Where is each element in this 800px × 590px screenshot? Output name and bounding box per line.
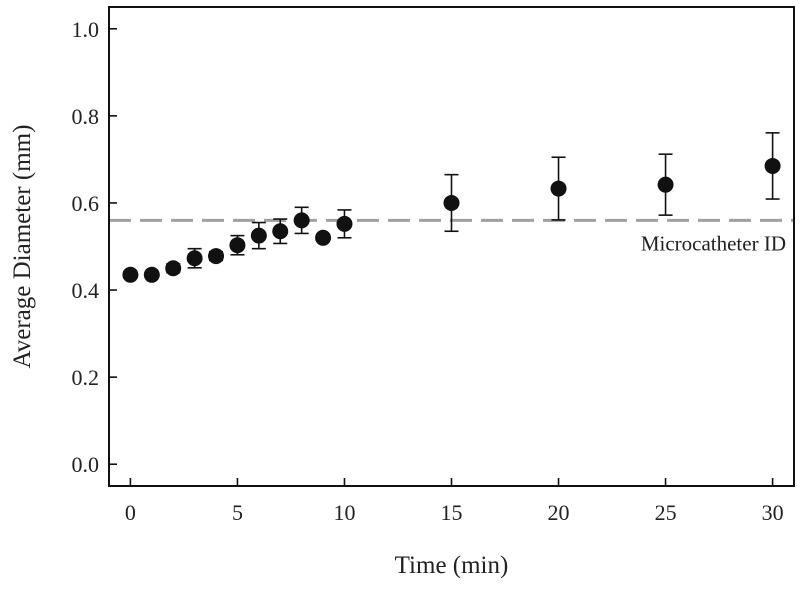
- x-tick-label: 30: [762, 500, 784, 525]
- x-tick-label: 10: [333, 500, 355, 525]
- x-tick-label: 0: [125, 500, 136, 525]
- y-tick-label: 0.8: [72, 104, 100, 129]
- data-point: [122, 266, 139, 283]
- reference-line-label: Microcatheter ID: [641, 231, 786, 255]
- x-axis-title: Time (min): [395, 552, 509, 579]
- y-tick-label: 0.6: [72, 191, 100, 216]
- x-tick-label: 15: [441, 500, 463, 525]
- data-point: [443, 194, 460, 211]
- data-point: [657, 176, 674, 193]
- y-axis-title: Average Diameter (mm): [9, 125, 36, 369]
- data-point: [165, 260, 182, 277]
- data-point: [336, 215, 353, 232]
- data-point: [293, 212, 310, 229]
- data-point: [315, 229, 332, 246]
- x-tick-label: 20: [548, 500, 570, 525]
- data-point: [186, 250, 203, 267]
- data-point: [550, 180, 567, 197]
- y-tick-label: 0.0: [72, 452, 100, 477]
- data-marks-layer: [122, 132, 781, 283]
- x-tick-label: 25: [655, 500, 677, 525]
- data-point: [764, 157, 781, 174]
- y-tick-label: 1.0: [72, 17, 100, 42]
- data-point: [229, 237, 246, 254]
- data-point: [143, 266, 160, 283]
- data-point: [250, 227, 267, 244]
- x-tick-label: 5: [232, 500, 243, 525]
- y-tick-label: 0.4: [72, 278, 100, 303]
- axes-layer: 0 5 10 15 20 25 30 0.0 0.2 0.4 0.6 0.8 1.0: [72, 6, 795, 525]
- data-point: [208, 248, 225, 265]
- data-point: [272, 223, 289, 240]
- y-tick-label: 0.2: [72, 365, 100, 390]
